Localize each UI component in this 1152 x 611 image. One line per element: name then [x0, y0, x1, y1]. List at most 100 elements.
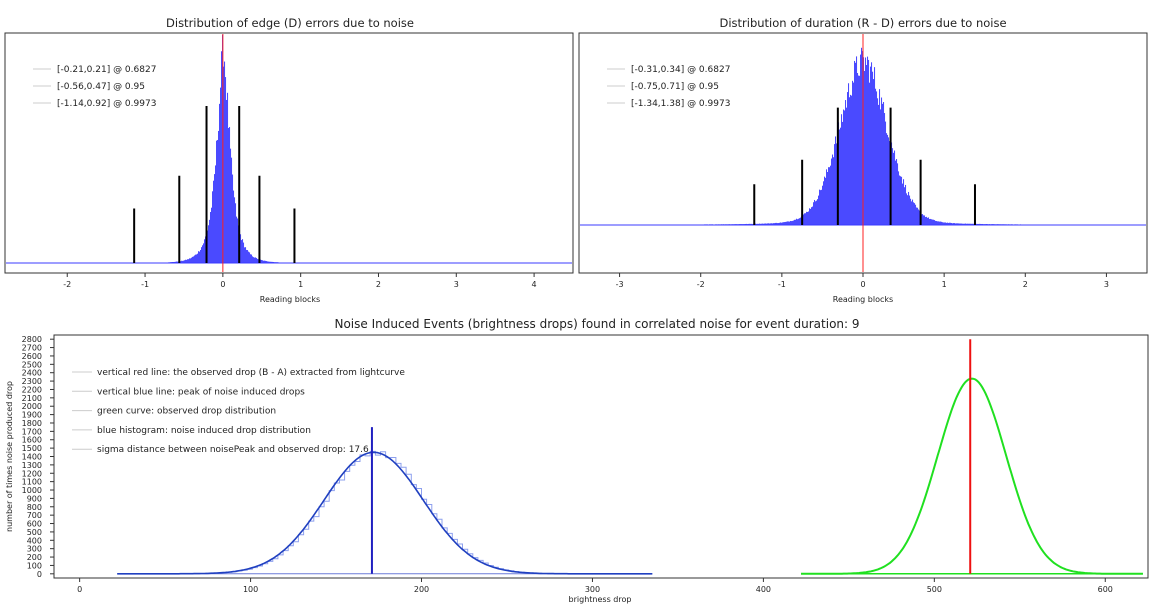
histogram-bar [889, 141, 891, 225]
histogram-bar [1020, 224, 1022, 225]
legend: vertical red line: the observed drop (B … [72, 368, 405, 455]
histogram-bar [1007, 224, 1009, 225]
histogram-bar [833, 157, 835, 225]
histogram-bar [269, 261, 271, 263]
histogram-bar [861, 47, 863, 225]
histogram-bar [734, 224, 736, 225]
y-tick-label: 2500 [22, 360, 42, 369]
histogram-bar [190, 258, 192, 263]
histogram-bar [203, 243, 205, 263]
histogram-bar [232, 174, 234, 263]
histogram-bar [717, 224, 719, 225]
y-tick-label: 1700 [22, 427, 42, 436]
histogram-bar [912, 199, 914, 225]
histogram-bar [979, 223, 981, 225]
histogram-bar [244, 247, 246, 263]
histogram-bar [748, 223, 750, 225]
histogram-bar [746, 223, 748, 225]
x-tick-label: 3 [454, 280, 459, 289]
histogram-bar [169, 262, 171, 263]
histogram-bar [249, 252, 251, 263]
histogram-bar [868, 59, 870, 225]
histogram-bar [900, 176, 902, 225]
histogram-bar [716, 224, 718, 225]
histogram-bar [840, 127, 842, 225]
histogram-bar [252, 256, 254, 263]
histogram-bar [927, 217, 929, 225]
histogram-bar [803, 214, 805, 225]
histogram-bar [733, 224, 735, 225]
histogram-bar [187, 259, 189, 263]
histogram-bar [884, 113, 886, 225]
legend-entry: [-1.34,1.38] @ 0.9973 [631, 99, 730, 109]
x-tick-label: 0 [860, 280, 865, 289]
histogram-bar [182, 260, 184, 263]
y-tick-label: 2000 [22, 402, 42, 411]
histogram-bar [943, 222, 945, 225]
noise-histogram-curve [117, 451, 653, 575]
histogram-bar [175, 261, 177, 263]
histogram-bar [893, 152, 895, 225]
histogram-bar [234, 197, 236, 263]
histogram-bar [720, 224, 722, 225]
histogram-bar [208, 225, 210, 263]
histogram-bar [928, 217, 930, 225]
histogram-bar [933, 219, 935, 225]
y-tick-label: 200 [27, 553, 42, 562]
histogram-bar [827, 172, 829, 225]
x-tick-label: -2 [697, 280, 705, 289]
histogram-bar [709, 224, 711, 225]
histogram-bar [809, 208, 811, 225]
histogram-bar [835, 136, 837, 225]
histogram-bar [876, 91, 878, 225]
y-tick-label: 1600 [22, 436, 42, 445]
histogram-bar [775, 222, 777, 225]
histogram-bar [782, 222, 784, 225]
histogram-bar [986, 224, 988, 225]
histogram-bar [813, 202, 815, 225]
y-tick-label: 300 [27, 545, 42, 554]
histogram-bar [771, 223, 773, 225]
histogram-bar [174, 261, 176, 263]
histogram-bar [785, 221, 787, 225]
histogram-bar [875, 88, 877, 225]
histogram-bar [873, 79, 875, 226]
histogram-bar [926, 216, 928, 225]
histogram-bar [750, 223, 752, 225]
histogram-bar [198, 251, 200, 263]
histogram-bar [779, 222, 781, 225]
x-axis-label: Reading blocks [260, 295, 320, 304]
histogram-bar [752, 223, 754, 225]
histogram-bar [183, 260, 185, 263]
histogram-bar [866, 65, 868, 225]
y-tick-label: 2300 [22, 377, 42, 386]
histogram-bar [263, 260, 265, 263]
histogram-bar [735, 224, 737, 225]
histogram-bar [892, 148, 894, 225]
histogram-bar [968, 223, 970, 225]
x-tick-label: -3 [616, 280, 624, 289]
histogram-bar [758, 223, 760, 225]
histogram-bar [944, 222, 946, 225]
chart-title: Distribution of edge (D) errors due to n… [166, 16, 414, 30]
histogram-bar [851, 95, 853, 226]
histogram-bar [777, 223, 779, 225]
histogram-bar [817, 199, 819, 225]
histogram-bar [1004, 224, 1006, 225]
histogram-bar [858, 75, 860, 226]
histogram-bar [271, 261, 273, 263]
histogram-bar [740, 224, 742, 225]
histogram-bar [171, 262, 173, 263]
histogram-bar [836, 143, 838, 225]
histogram-bar [935, 220, 937, 225]
histogram-bar [972, 223, 974, 225]
histogram-bar [846, 107, 848, 225]
histogram-bar [939, 221, 941, 225]
histogram-bar [929, 219, 931, 225]
histogram-bar [757, 223, 759, 225]
histogram-bar [791, 221, 793, 225]
histogram-bar [706, 224, 708, 225]
histogram-bar [704, 224, 706, 225]
histogram-bar [730, 224, 732, 225]
